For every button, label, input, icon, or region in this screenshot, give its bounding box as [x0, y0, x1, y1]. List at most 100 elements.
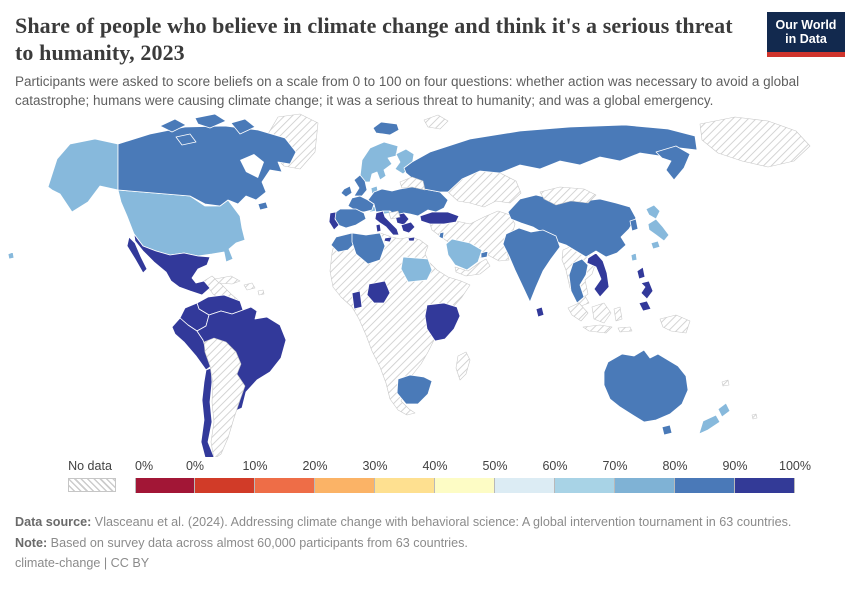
region-lesser-sunda[interactable] — [617, 327, 633, 333]
region-hungary[interactable] — [388, 211, 401, 220]
legend-tick-label: 90% — [722, 459, 748, 474]
country-chile[interactable] — [200, 368, 215, 458]
owid-logo[interactable]: Our World in Data — [767, 12, 845, 57]
country-philippines-mindanao[interactable] — [638, 301, 652, 312]
region-yemen-oman[interactable] — [454, 259, 491, 277]
region-new-guinea[interactable] — [659, 315, 691, 334]
country-uk[interactable] — [353, 175, 368, 197]
bin-90-100-group — [126, 211, 654, 458]
country-algeria[interactable] — [351, 233, 386, 265]
country-australia[interactable] — [603, 350, 689, 423]
country-mexico-baja[interactable] — [126, 237, 148, 274]
legend-no-data-swatch[interactable] — [68, 478, 116, 493]
region-arctic-northeast[interactable] — [699, 117, 811, 168]
country-vietnam[interactable] — [586, 253, 610, 298]
country-portugal[interactable] — [328, 212, 340, 231]
region-new-caledonia[interactable] — [721, 380, 730, 387]
bin-80-90-group — [117, 114, 698, 436]
country-philippines-luzon[interactable] — [636, 267, 646, 280]
country-alaska[interactable] — [47, 139, 119, 213]
country-south-africa[interactable] — [396, 375, 433, 405]
no-data-regions-over — [203, 177, 597, 458]
country-crete[interactable] — [407, 237, 416, 242]
owid-logo-accent-bar — [767, 52, 845, 57]
country-ireland[interactable] — [340, 186, 353, 198]
legend-color-segment[interactable] — [555, 478, 615, 494]
country-sicily[interactable] — [383, 237, 393, 243]
country-south-korea[interactable] — [629, 219, 639, 232]
country-canada-arctic-2[interactable] — [194, 114, 227, 129]
chart-subtitle: Participants were asked to score beliefs… — [15, 73, 800, 108]
country-newfoundland[interactable] — [257, 202, 269, 211]
country-tasmania[interactable] — [661, 425, 673, 436]
country-thailand[interactable] — [568, 259, 589, 304]
country-iceland[interactable] — [372, 122, 400, 136]
region-hispaniola[interactable] — [243, 283, 256, 291]
country-ghana[interactable] — [351, 291, 363, 310]
country-uae[interactable] — [480, 251, 489, 259]
country-sudan[interactable] — [400, 257, 433, 283]
country-spain[interactable] — [332, 209, 367, 229]
country-canada-arctic-3[interactable] — [230, 119, 256, 135]
country-east-africa[interactable] — [424, 303, 461, 342]
country-russia[interactable] — [403, 125, 698, 193]
country-new-zealand-north[interactable] — [717, 403, 731, 418]
footer-source-label: Data source: — [15, 515, 92, 530]
region-mongolia[interactable] — [539, 187, 597, 206]
country-italy[interactable] — [374, 211, 400, 236]
region-baltics-belarus[interactable] — [399, 177, 426, 191]
country-new-zealand-south[interactable] — [698, 415, 721, 435]
legend-color-segment[interactable] — [495, 478, 555, 494]
country-canada-arctic-1[interactable] — [159, 119, 187, 133]
legend-color-segment[interactable] — [435, 478, 495, 494]
region-cuba[interactable] — [214, 276, 241, 285]
region-africa-no-data[interactable] — [329, 233, 471, 416]
legend-color-segment[interactable] — [135, 478, 195, 494]
legend-color-segment[interactable] — [735, 478, 795, 494]
country-turkey[interactable] — [419, 212, 460, 225]
country-philippines-visayas[interactable] — [640, 281, 654, 300]
legend-tick-label: 50% — [482, 459, 508, 474]
region-borneo[interactable] — [591, 303, 612, 324]
country-russia-far-east[interactable] — [655, 146, 691, 181]
legend-color-segment[interactable] — [255, 478, 315, 494]
legend-color-segment[interactable] — [675, 478, 735, 494]
region-svalbard[interactable] — [423, 115, 449, 130]
country-hawaii[interactable] — [7, 252, 15, 260]
footer-note-label: Note: — [15, 535, 48, 550]
country-taiwan[interactable] — [630, 253, 638, 262]
legend-color-segment[interactable] — [195, 478, 255, 494]
region-madagascar[interactable] — [455, 352, 471, 381]
country-japan-hokkaido[interactable] — [645, 205, 661, 220]
country-sri-lanka[interactable] — [535, 307, 545, 318]
legend-tick-label: 10% — [242, 459, 268, 474]
country-canada-arctic-4[interactable] — [175, 134, 197, 146]
country-japan-kyushu[interactable] — [650, 241, 661, 250]
country-india[interactable] — [502, 228, 561, 303]
legend-tick-row: 0% 0% 10% 20% 30% 40% 50% 60% 70% 80% 90% 100% — [135, 459, 811, 475]
country-israel[interactable] — [438, 232, 445, 240]
region-java[interactable] — [582, 325, 613, 334]
region-sumatra[interactable] — [567, 303, 589, 322]
region-fiji[interactable] — [751, 414, 758, 420]
legend-color-segment[interactable] — [315, 478, 375, 494]
world-choropleth-map[interactable] — [0, 112, 850, 458]
map-legend: No data 0% 0% 10% 20% 30% 40% 50% 60% 70% 80% 90% 1… — [0, 459, 850, 499]
country-mexico[interactable] — [133, 234, 211, 296]
country-nigeria[interactable] — [366, 281, 391, 304]
country-greece[interactable] — [400, 222, 416, 234]
chart-title: Share of people who believe in climate c… — [15, 13, 733, 66]
country-sardinia[interactable] — [375, 224, 382, 233]
legend-tick-label: 30% — [362, 459, 388, 474]
region-sulawesi[interactable] — [613, 307, 623, 322]
country-japan-honshu[interactable] — [647, 219, 670, 242]
legend-tick-label: 100% — [779, 459, 811, 474]
country-norway-sweden[interactable] — [359, 142, 399, 183]
legend-color-segment[interactable] — [615, 478, 675, 494]
legend-tick-label: 40% — [422, 459, 448, 474]
region-argentina-bolivia-paraguay[interactable] — [203, 338, 246, 458]
country-saudi-arabia[interactable] — [445, 239, 483, 271]
legend-color-segment[interactable] — [375, 478, 435, 494]
region-caribbean-islands[interactable] — [257, 290, 265, 296]
